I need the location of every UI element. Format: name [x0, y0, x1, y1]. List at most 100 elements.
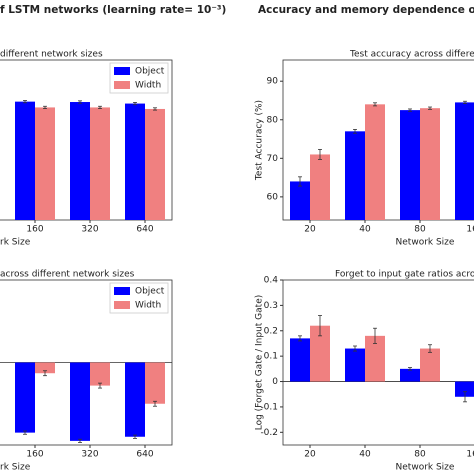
- legend-label: Object: [135, 67, 165, 77]
- legend-label: Object: [135, 287, 165, 297]
- error-bar: [318, 149, 322, 160]
- error-bar: [428, 344, 432, 353]
- plot-frame: [282, 279, 474, 446]
- error-bar: [428, 106, 432, 110]
- bar: [455, 102, 474, 220]
- bar: [145, 108, 165, 220]
- x-tick-label: 160: [466, 450, 474, 460]
- bar: [145, 362, 165, 404]
- error-bar: [98, 382, 102, 389]
- legend-label: Width: [135, 81, 161, 91]
- bar: [70, 102, 90, 220]
- figure-header: f LSTM networks (learning rate= 10⁻³): [0, 4, 226, 16]
- x-axis-label: rk Size: [0, 463, 31, 473]
- x-axis-label: Network Size: [396, 463, 455, 473]
- x-axis-label: rk Size: [0, 238, 31, 248]
- error-bar: [78, 438, 82, 443]
- legend-label: Width: [135, 301, 161, 311]
- y-tick-label: -0.2: [260, 428, 278, 438]
- bar: [125, 103, 145, 220]
- figure-header: Accuracy and memory dependence of LSTM: [258, 4, 474, 16]
- bar: [125, 362, 145, 437]
- legend-swatch: [114, 301, 130, 309]
- x-tick-label: 40: [359, 225, 371, 235]
- bar: [310, 325, 330, 382]
- y-tick-label: 0: [272, 377, 278, 387]
- x-tick-label: 80: [414, 225, 426, 235]
- y-axis-label: Test Accuracy (%): [255, 100, 265, 181]
- error-bar: [463, 391, 467, 403]
- x-tick-label: 160: [26, 450, 43, 460]
- error-bar: [408, 108, 412, 112]
- x-tick-label: 160: [26, 225, 43, 235]
- bar: [35, 107, 55, 220]
- bar: [15, 101, 35, 220]
- x-tick-label: 80: [414, 450, 426, 460]
- y-tick-label: 0.3: [264, 301, 278, 311]
- error-bar: [133, 434, 137, 439]
- x-tick-label: 40: [359, 450, 371, 460]
- plot-title: different network sizes: [0, 50, 103, 60]
- bar: [35, 362, 55, 374]
- bar: [290, 338, 310, 382]
- error-bar: [43, 370, 47, 377]
- bar: [455, 381, 474, 397]
- plot-title: across different network sizes: [0, 270, 135, 280]
- y-tick-label: 70: [267, 154, 279, 164]
- x-tick-label: 320: [81, 225, 98, 235]
- x-tick-label: 20: [304, 450, 316, 460]
- bar: [420, 108, 440, 220]
- error-bar: [153, 107, 157, 111]
- bar: [365, 335, 385, 382]
- error-bar: [373, 102, 377, 107]
- error-bar: [298, 176, 302, 187]
- bar: [345, 348, 365, 382]
- error-bar: [78, 100, 82, 104]
- error-bar: [98, 105, 102, 109]
- bar: [400, 368, 420, 382]
- error-bar: [298, 335, 302, 342]
- bar: [15, 362, 35, 433]
- x-axis-label: Network Size: [396, 238, 455, 248]
- error-bar: [43, 105, 47, 109]
- plot-title: Forget to input gate ratios across: [335, 270, 474, 280]
- y-tick-label: 90: [267, 77, 279, 87]
- x-tick-label: 320: [81, 450, 98, 460]
- legend-swatch: [114, 67, 130, 75]
- x-tick-label: 640: [136, 225, 153, 235]
- error-bar: [318, 315, 322, 337]
- error-bar: [373, 327, 377, 344]
- x-tick-label: 20: [304, 225, 316, 235]
- error-bar: [408, 367, 412, 371]
- bar: [90, 107, 110, 220]
- bar: [345, 131, 365, 220]
- bar: [420, 348, 440, 382]
- y-tick-label: 60: [267, 192, 279, 202]
- x-tick-label: 640: [136, 450, 153, 460]
- y-axis-label: Log (Forget Gate / Input Gate): [255, 295, 265, 431]
- error-bar: [23, 430, 27, 435]
- bar: [365, 104, 385, 220]
- x-tick-label: 160: [466, 225, 474, 235]
- legend-swatch: [114, 81, 130, 89]
- legend-swatch: [114, 287, 130, 295]
- bar: [400, 110, 420, 220]
- error-bar: [463, 100, 467, 104]
- plot-title: Test accuracy across differe: [349, 50, 474, 60]
- bar: [290, 181, 310, 220]
- y-tick-label: 0.4: [264, 276, 279, 286]
- error-bar: [353, 345, 357, 352]
- error-bar: [153, 400, 157, 407]
- error-bar: [133, 102, 137, 106]
- y-tick-label: -0.1: [260, 402, 278, 412]
- error-bar: [23, 100, 27, 104]
- bar: [70, 362, 90, 441]
- y-tick-label: 80: [267, 115, 279, 125]
- plot-frame: [282, 59, 474, 221]
- y-tick-label: 0.2: [264, 326, 278, 336]
- bar: [90, 362, 110, 386]
- y-tick-label: 0.1: [264, 352, 278, 362]
- bar: [310, 154, 330, 220]
